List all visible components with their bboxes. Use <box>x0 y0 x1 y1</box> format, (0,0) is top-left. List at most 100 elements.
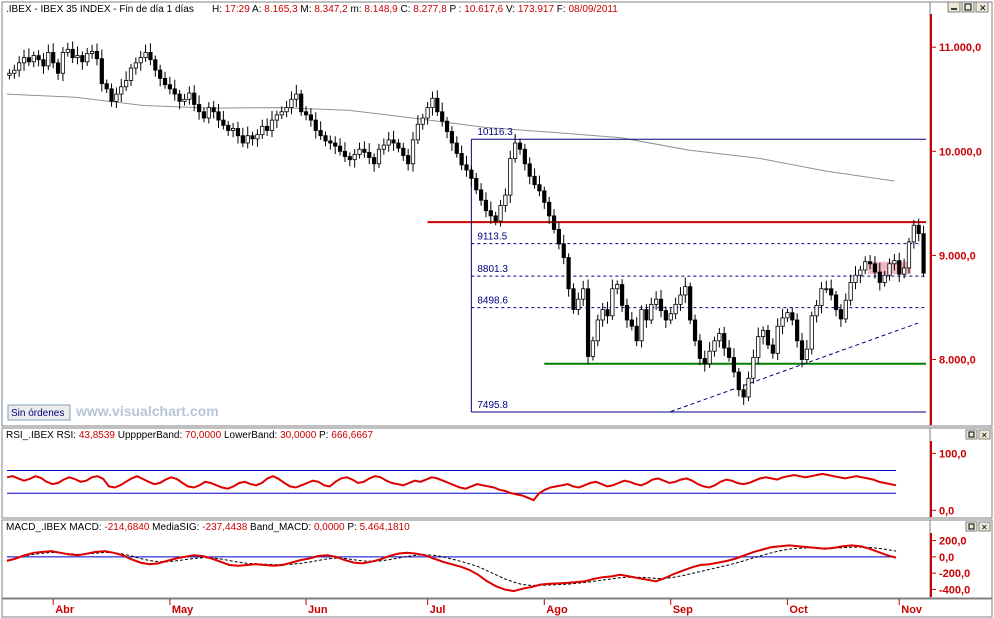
candle-body <box>318 130 323 137</box>
candle-body <box>498 205 503 222</box>
candle-body <box>26 57 31 63</box>
main-axis-frame <box>929 1 993 427</box>
close-icon[interactable] <box>975 1 989 13</box>
candle-body <box>775 325 780 354</box>
candle-body <box>639 309 644 342</box>
candle-body <box>824 288 829 291</box>
main-panel-frame <box>1 1 931 427</box>
candle-body <box>751 357 756 379</box>
y-tick-label: 11.000,0 <box>939 42 981 54</box>
rsi-header: RSI_.IBEX RSI: 43,8539 UpppperBand: 70,0… <box>6 430 373 441</box>
header-label: V: <box>503 4 518 15</box>
candle-body <box>128 67 134 81</box>
candle-body <box>906 241 912 269</box>
candle-body <box>109 88 114 102</box>
candle-body <box>425 107 430 119</box>
candle-body <box>663 310 668 321</box>
level-label: 8498.6 <box>477 296 508 307</box>
header-label: P: <box>316 430 331 441</box>
candle-body <box>337 145 343 152</box>
candle-body <box>897 260 902 275</box>
candle-body <box>7 72 12 76</box>
candle-body <box>206 107 211 119</box>
candle-body <box>221 119 226 126</box>
candle-body <box>396 142 401 149</box>
candle-body <box>683 286 688 296</box>
candle-body <box>294 93 299 100</box>
candle-body <box>478 189 484 201</box>
candle-body <box>192 92 197 105</box>
header-label: MACD_.IBEX MACD: <box>6 522 104 533</box>
candle-body <box>269 119 275 131</box>
macd-close-icon[interactable] <box>978 521 991 532</box>
candle-body <box>231 128 236 131</box>
rsi-close-icon-glyph: ✕ <box>981 431 988 440</box>
candle-body <box>158 69 163 79</box>
candle-body <box>143 52 148 59</box>
candle-body <box>503 194 508 206</box>
header-label: H: <box>212 4 225 15</box>
candle-body <box>765 329 771 346</box>
candle-body <box>726 347 732 358</box>
candle-body <box>299 93 304 113</box>
candle-body <box>702 358 707 365</box>
candle-body <box>532 175 537 186</box>
candle-body <box>833 294 839 310</box>
candle-body <box>556 229 561 245</box>
candle-body <box>303 111 309 116</box>
candle-body <box>313 119 318 131</box>
candle-body <box>717 333 722 342</box>
y-tick-label: 9.000,0 <box>939 250 976 262</box>
candle-body <box>36 55 41 61</box>
candle-body <box>265 125 270 131</box>
candle-body <box>678 294 683 305</box>
candle-body <box>17 62 22 71</box>
maximize-icon[interactable] <box>961 1 975 13</box>
order-button[interactable] <box>7 404 71 421</box>
candle-body <box>707 350 712 365</box>
candle-body <box>401 147 406 156</box>
moving-average-line <box>6 93 895 182</box>
macd-y-axis: 200,0 0,0 -200,0 -400,0 <box>931 536 970 596</box>
month-label: Oct <box>789 604 808 616</box>
candle-body <box>323 135 328 142</box>
candle-body <box>148 52 153 61</box>
candle-body <box>289 98 294 109</box>
candle-body <box>274 114 279 121</box>
candle-body <box>804 348 809 360</box>
header-label: UpppperBand: <box>115 430 185 441</box>
candle-body <box>153 59 158 71</box>
header-label: LowerBand: <box>221 430 280 441</box>
candle-body <box>843 299 848 320</box>
candle-body <box>342 150 348 157</box>
macd-maximize-icon[interactable] <box>965 521 978 532</box>
level-label: 7495.8 <box>477 400 508 411</box>
header-label: P: <box>345 522 360 533</box>
level-label: 9113.5 <box>477 232 507 243</box>
main-window-controls: ✕ <box>947 1 989 14</box>
candle-body <box>527 163 532 177</box>
candle-body <box>196 104 202 113</box>
candle-body <box>770 344 775 354</box>
candle-body <box>517 142 523 150</box>
candle-body <box>464 164 469 171</box>
candle-body <box>284 107 289 113</box>
rsi-close-icon[interactable] <box>978 429 991 440</box>
level-label: 8801.3 <box>477 264 508 275</box>
month-label: Sep <box>673 604 693 616</box>
minimize-icon[interactable] <box>947 1 961 13</box>
candle-body <box>780 317 785 327</box>
candle-body <box>201 111 207 119</box>
macd-axis-frame <box>929 519 993 599</box>
candle-body <box>362 148 367 153</box>
candle-body <box>867 261 873 265</box>
candle-body <box>697 340 702 359</box>
header-value: 173.917 <box>518 4 555 15</box>
candle-body <box>542 190 547 203</box>
candle-body <box>668 313 673 321</box>
rsi-maximize-icon[interactable] <box>965 429 978 440</box>
rsi-panel-frame <box>1 427 931 519</box>
candle-body <box>420 117 425 125</box>
candle-body <box>444 120 450 132</box>
rsi-y-tick-label: 100,0 <box>939 448 967 460</box>
